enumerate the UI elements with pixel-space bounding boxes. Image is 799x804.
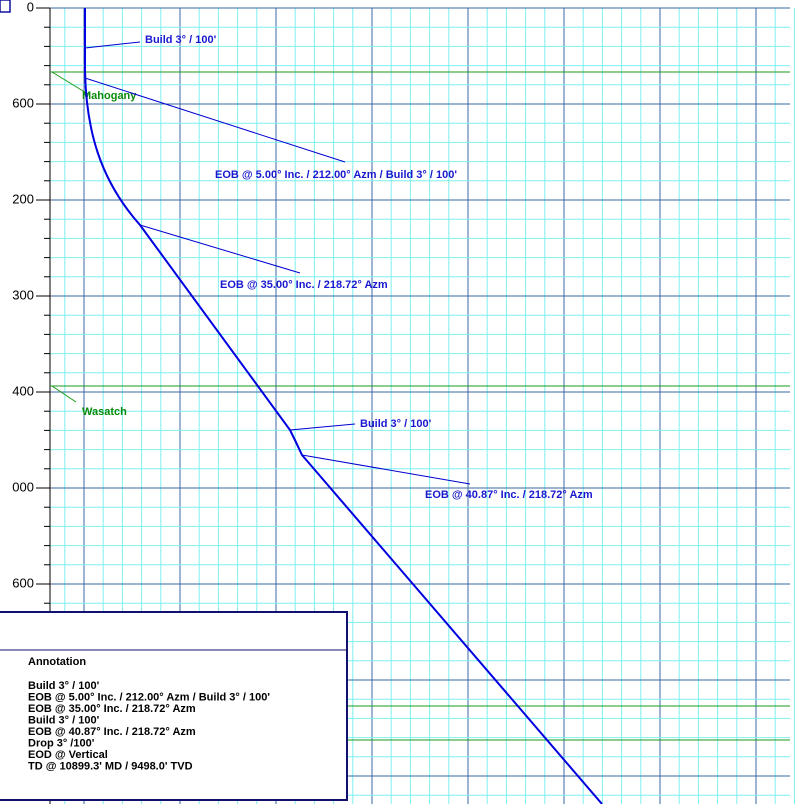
- legend-item: Build 3° / 100': [28, 680, 100, 692]
- axis-label: 600: [12, 575, 34, 590]
- annotation: EOB @ 40.87° Inc. / 218.72° Azm: [425, 489, 593, 501]
- well-path: [84, 8, 603, 804]
- annotations: Build 3° / 100' EOB @ 5.00° Inc. / 212.0…: [84, 34, 593, 501]
- legend-item: Build 3° / 100': [28, 714, 100, 726]
- formation-label: Mahogany: [82, 90, 137, 102]
- annotation: EOB @ 5.00° Inc. / 212.00° Azm / Build 3…: [215, 169, 457, 181]
- legend-title: Annotation: [28, 656, 86, 668]
- legend-item: Drop 3° /100': [28, 737, 95, 749]
- legend-item: EOB @ 40.87° Inc. / 218.72° Azm: [28, 726, 196, 738]
- axis-label: 400: [12, 383, 34, 398]
- axis-label: 300: [12, 287, 34, 302]
- formation-leader: [51, 71, 89, 95]
- legend-item: EOB @ 5.00° Inc. / 212.00° Azm / Build 3…: [28, 691, 270, 703]
- legend-box: [0, 611, 348, 801]
- annotation: Build 3° / 100': [360, 418, 432, 430]
- leader: [84, 41, 141, 49]
- legend-item: EOD @ Vertical: [28, 749, 108, 761]
- legend-item: EOB @ 35.00° Inc. / 218.72° Azm: [28, 703, 196, 715]
- legend: Annotation Build 3° / 100'EOB @ 5.00° In…: [0, 611, 348, 801]
- legend-item: TD @ 10899.3' MD / 9498.0' TVD: [28, 760, 193, 772]
- formation-leader: [51, 385, 77, 403]
- legend-items: Build 3° / 100'EOB @ 5.00° Inc. / 212.00…: [28, 680, 270, 773]
- axis-label: 000: [12, 479, 34, 494]
- leader: [289, 423, 356, 431]
- axis-label: 0: [27, 0, 34, 14]
- formation-label: Wasatch: [82, 406, 127, 418]
- annotation: Build 3° / 100': [145, 34, 217, 46]
- leader: [84, 77, 346, 163]
- corner-box: [0, 0, 11, 13]
- leader: [139, 224, 301, 274]
- leader: [301, 454, 471, 485]
- annotation: EOB @ 35.00° Inc. / 218.72° Azm: [220, 279, 388, 291]
- axis-label: 200: [12, 191, 34, 206]
- axis-label: 600: [12, 95, 34, 110]
